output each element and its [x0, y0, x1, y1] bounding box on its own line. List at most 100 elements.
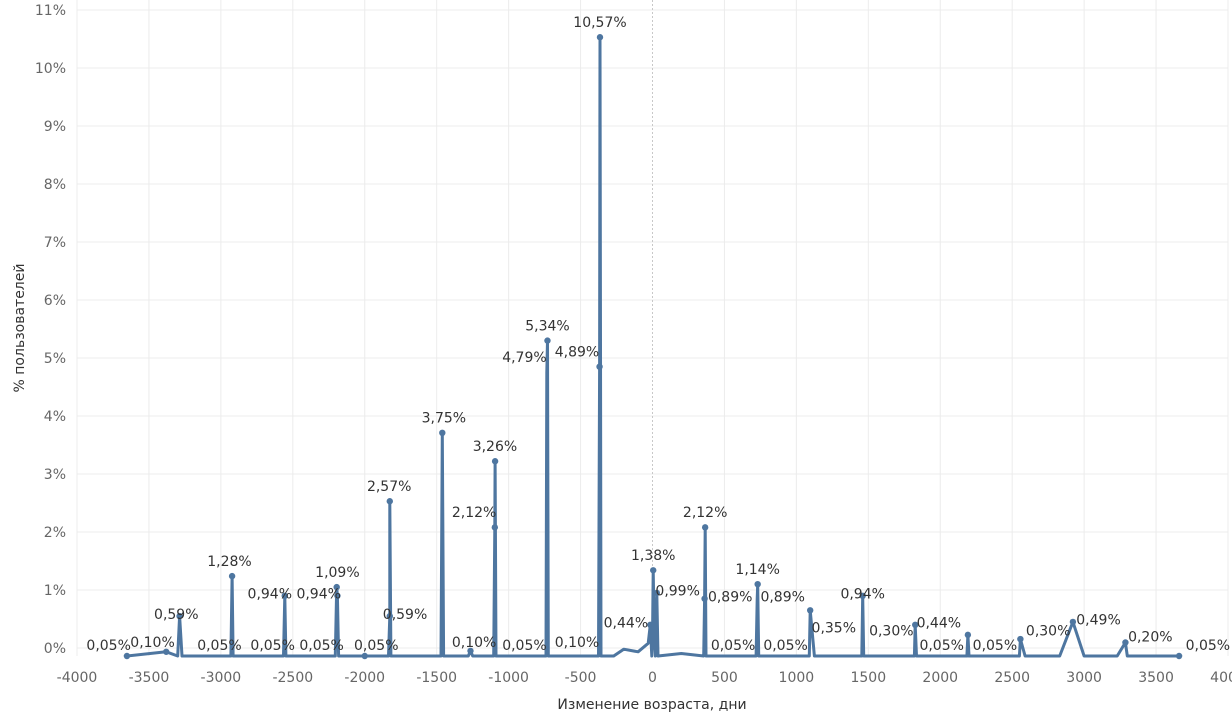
data-label: 0,94%	[296, 586, 340, 602]
y-tick-label: 4%	[44, 409, 66, 425]
data-point	[176, 612, 183, 620]
x-tick-label: 2000	[922, 670, 958, 686]
data-point	[544, 337, 551, 344]
data-point	[467, 647, 474, 655]
data-label: 0,20%	[1128, 629, 1172, 645]
data-label: 3,26%	[473, 439, 517, 455]
data-label: 0,59%	[383, 607, 427, 623]
y-tick-label: 10%	[35, 61, 66, 77]
data-label: 0,89%	[760, 589, 804, 605]
data-point	[491, 524, 499, 531]
data-label: 0,35%	[812, 621, 856, 637]
grid	[76, 0, 1229, 656]
data-label: 0,05%	[1186, 638, 1230, 654]
data-label: 2,57%	[367, 479, 411, 495]
x-tick-label: 1000	[779, 670, 815, 686]
data-label: 0,99%	[655, 584, 699, 600]
data-point	[1069, 618, 1077, 626]
data-point	[123, 652, 131, 660]
y-tick-label: 2%	[44, 525, 66, 541]
data-point	[281, 592, 288, 599]
ticks: 0% 1% 2% 3% 4% 5% 6% 7% 8% 9% 10% 11% -4000 -3500 -300…	[35, 3, 1232, 686]
x-tick-label: 0	[648, 670, 657, 686]
data-label: 10,57%	[573, 15, 626, 31]
x-tick-label: -1500	[416, 670, 457, 686]
data-label: 0,94%	[248, 586, 292, 602]
data-point	[386, 612, 393, 620]
x-tick-label: -2000	[344, 670, 385, 686]
data-point	[228, 572, 236, 580]
x-tick-label: -3500	[129, 670, 170, 686]
data-label: 3,75%	[422, 411, 466, 427]
x-tick-label: 500	[711, 670, 738, 686]
data-point	[1175, 652, 1183, 660]
data-point	[754, 581, 761, 588]
data-label: 0,89%	[708, 589, 752, 605]
data-point	[806, 607, 814, 614]
data-point	[596, 34, 604, 41]
y-tick-label: 6%	[44, 293, 66, 309]
y-tick-label: 11%	[35, 3, 66, 19]
data-point	[439, 429, 446, 437]
y-axis-title: % пользователей	[12, 264, 28, 393]
data-point	[1017, 635, 1024, 643]
data-label: 0,10%	[555, 635, 599, 651]
data-point	[1122, 639, 1129, 646]
data-labels: 0,05% 0,10%0,59%0,05%1,28%0,05%0,94% 0,94%…	[86, 15, 1230, 654]
data-label: 0,44%	[604, 615, 648, 631]
data-label: 0,05%	[354, 638, 398, 654]
series	[126, 35, 1180, 658]
y-tick-label: 3%	[44, 467, 66, 483]
data-label: 0,30%	[1026, 624, 1070, 640]
data-point	[859, 592, 866, 599]
data-label: 5,34%	[525, 318, 569, 334]
data-label: 0,10%	[130, 635, 174, 651]
data-point	[361, 652, 368, 660]
data-label: 0,30%	[869, 624, 913, 640]
x-axis-title: Изменение возраста, дни	[557, 697, 746, 713]
y-tick-label: 1%	[44, 583, 66, 599]
data-label: 0,05%	[973, 638, 1017, 654]
data-label: 1,38%	[631, 548, 675, 564]
x-tick-label: 3000	[1066, 670, 1102, 686]
data-label: 0,44%	[917, 615, 961, 631]
y-tick-label: 5%	[44, 351, 66, 367]
data-label: 1,14%	[735, 562, 779, 578]
x-tick-label: -3000	[201, 670, 242, 686]
data-label: 1,28%	[207, 554, 251, 570]
data-point	[647, 621, 654, 628]
x-tick-label: 4000	[1210, 670, 1232, 686]
data-label: 0,05%	[711, 638, 755, 654]
data-point	[964, 631, 972, 639]
data-label: 0,05%	[299, 638, 343, 654]
x-tick-label: -4000	[57, 670, 98, 686]
data-label: 0,05%	[763, 638, 807, 654]
data-label: 0,94%	[840, 586, 884, 602]
data-point	[334, 592, 341, 599]
data-label: 4,89%	[555, 344, 599, 360]
data-point	[386, 498, 393, 505]
x-tick-label: -1000	[488, 670, 529, 686]
data-point	[491, 458, 499, 465]
series-line	[126, 35, 1180, 658]
data-label: 2,12%	[683, 505, 727, 521]
data-label: 0,05%	[919, 638, 963, 654]
data-label: 0,05%	[86, 638, 130, 654]
data-point	[163, 648, 170, 655]
y-tick-label: 8%	[44, 177, 66, 193]
markers	[123, 34, 1183, 660]
data-point	[912, 621, 919, 628]
data-label: 2,12%	[452, 505, 496, 521]
data-label: 0,05%	[502, 638, 546, 654]
data-point	[596, 363, 603, 370]
data-label: 1,09%	[315, 565, 359, 581]
y-tick-label: 7%	[44, 235, 66, 251]
data-label: 0,10%	[452, 635, 496, 651]
data-point	[650, 567, 657, 574]
data-label: 0,05%	[197, 638, 241, 654]
data-label: 0,05%	[250, 638, 294, 654]
data-point	[333, 583, 340, 591]
data-label: 0,59%	[154, 607, 198, 623]
y-tick-label: 9%	[44, 119, 66, 135]
